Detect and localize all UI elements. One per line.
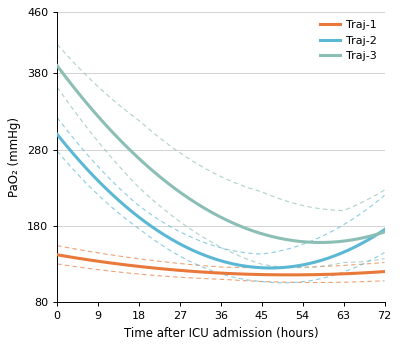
Line: Traj-1: Traj-1 xyxy=(57,255,384,275)
Traj-3 xyxy=(94,112,99,117)
Line: Traj-3: Traj-3 xyxy=(57,66,384,243)
Traj-2 xyxy=(55,132,60,136)
Traj-1 xyxy=(292,273,297,277)
Traj-2 xyxy=(94,177,99,181)
Traj-1 xyxy=(184,269,189,273)
Traj-2 xyxy=(162,232,166,237)
Traj-3 xyxy=(184,195,189,199)
Traj-3 xyxy=(55,64,60,68)
Traj-3 xyxy=(162,178,166,182)
Traj-2 xyxy=(184,245,189,250)
Legend: Traj-1, Traj-2, Traj-3: Traj-1, Traj-2, Traj-3 xyxy=(318,18,379,63)
Traj-3 xyxy=(382,230,387,234)
Traj-1 xyxy=(94,259,99,263)
X-axis label: Time after ICU admission (hours): Time after ICU admission (hours) xyxy=(124,327,318,340)
Y-axis label: PaO₂ (mmHg): PaO₂ (mmHg) xyxy=(8,117,21,197)
Traj-2 xyxy=(268,266,273,270)
Traj-1 xyxy=(55,253,60,257)
Line: Traj-2: Traj-2 xyxy=(57,134,384,268)
Traj-3 xyxy=(261,232,266,236)
Traj-3 xyxy=(318,240,323,245)
Traj-3 xyxy=(293,239,298,243)
Traj-2 xyxy=(382,228,387,232)
Traj-1 xyxy=(261,272,266,277)
Traj-2 xyxy=(292,264,297,268)
Traj-1 xyxy=(382,269,387,274)
Traj-2 xyxy=(261,266,266,270)
Traj-1 xyxy=(294,273,298,277)
Traj-2 xyxy=(294,264,298,268)
Traj-3 xyxy=(291,238,296,243)
Traj-1 xyxy=(162,267,166,271)
Traj-1 xyxy=(288,273,292,277)
